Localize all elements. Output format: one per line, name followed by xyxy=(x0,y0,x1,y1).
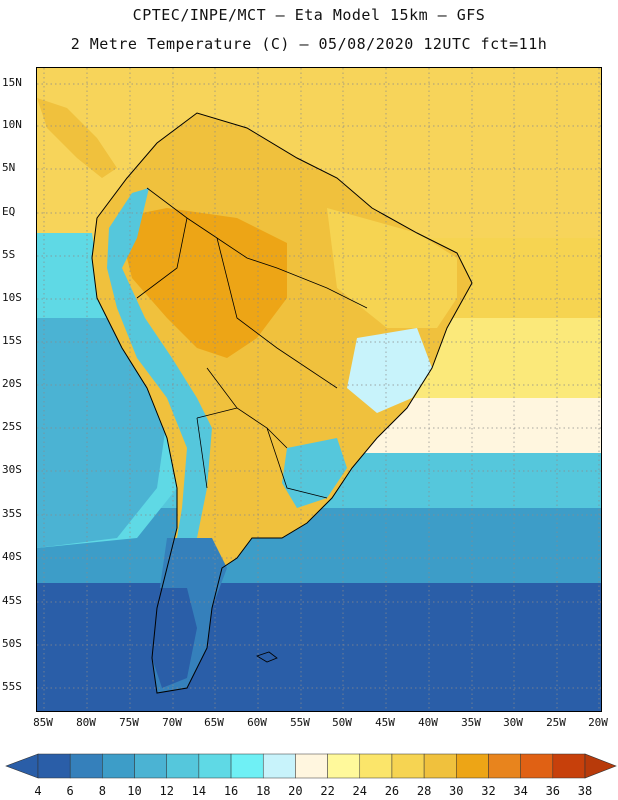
colorbar-cells xyxy=(37,753,586,779)
colorbar-label-34: 34 xyxy=(513,784,528,798)
colorbar-label-22: 22 xyxy=(320,784,335,798)
falklands xyxy=(256,651,278,663)
colorbar-label-26: 26 xyxy=(384,784,400,798)
colorbar-label-12: 12 xyxy=(159,784,174,798)
lat-label-5n: 5N xyxy=(2,161,16,174)
colorbar-right-arrow xyxy=(584,753,617,779)
lat-label-10n: 10N xyxy=(2,118,22,131)
colorbar-cell xyxy=(488,753,521,779)
colorbar-label-30: 30 xyxy=(449,784,464,798)
lat-label-10s: 10S xyxy=(2,291,22,304)
colorbar-label-36: 36 xyxy=(545,784,561,798)
colorbar-cell xyxy=(102,753,135,779)
colorbar-cell xyxy=(359,753,393,779)
lon-label-70w: 70W xyxy=(162,716,182,729)
colorbar-cell xyxy=(262,753,296,779)
colorbar xyxy=(5,753,617,779)
colorbar-cell xyxy=(37,753,71,779)
colorbar-label-4: 4 xyxy=(34,784,42,798)
coastline xyxy=(91,112,473,694)
colorbar-cell xyxy=(166,753,200,779)
lat-label-20s: 20S xyxy=(2,377,22,390)
colorbar-label-16: 16 xyxy=(223,784,239,798)
lon-label-25w: 25W xyxy=(546,716,566,729)
lon-label-45w: 45W xyxy=(375,716,395,729)
temperature-map xyxy=(37,68,601,711)
lat-label-50s: 50S xyxy=(2,637,22,650)
lat-label-15n: 15N xyxy=(2,76,22,89)
colorbar-label-24: 24 xyxy=(352,784,367,798)
colorbar-label-38: 38 xyxy=(577,784,593,798)
colorbar-cell xyxy=(327,753,361,779)
lon-label-35w: 35W xyxy=(461,716,481,729)
colorbar-cell xyxy=(423,753,457,779)
lon-label-65w: 65W xyxy=(204,716,224,729)
colorbar-cell xyxy=(456,753,489,779)
patagonia-coldest xyxy=(152,588,197,688)
lon-label-50w: 50W xyxy=(332,716,352,729)
lat-label-5s: 5S xyxy=(2,248,16,261)
lat-label-25s: 25S xyxy=(2,420,22,433)
chart-title-line2: 2 Metre Temperature (C) – 05/08/2020 12U… xyxy=(70,35,548,53)
colorbar-label-32: 32 xyxy=(481,784,496,798)
chart-title-line1: CPTEC/INPE/MCT – Eta Model 15km – GFS xyxy=(132,6,486,24)
colorbar-label-14: 14 xyxy=(191,784,207,798)
colorbar-label-28: 28 xyxy=(416,784,432,798)
colorbar-label-6: 6 xyxy=(66,784,74,798)
ocean-cold-band xyxy=(37,583,601,711)
northeast-warm-region xyxy=(327,208,457,328)
pacific-mid-water xyxy=(37,318,167,548)
colorbar-cell xyxy=(520,753,554,779)
colorbar-cell xyxy=(134,753,167,779)
amazon-hot-region xyxy=(117,208,287,358)
lat-label-55s: 55S xyxy=(2,680,22,693)
lat-label-15s: 15S xyxy=(2,334,22,347)
lon-label-30w: 30W xyxy=(503,716,523,729)
map-panel[interactable] xyxy=(36,67,602,712)
lon-label-80w: 80W xyxy=(76,716,96,729)
lon-label-40w: 40W xyxy=(418,716,438,729)
lon-label-85w: 85W xyxy=(33,716,53,729)
colorbar-cell xyxy=(391,753,425,779)
lon-label-75w: 75W xyxy=(119,716,139,729)
lat-label-30s: 30S xyxy=(2,463,22,476)
central-america-land xyxy=(37,98,117,178)
brazil-highland-patch xyxy=(347,328,432,413)
colorbar-label-20: 20 xyxy=(288,784,303,798)
lon-label-55w: 55W xyxy=(290,716,310,729)
lat-label-40s: 40S xyxy=(2,550,22,563)
colorbar-label-8: 8 xyxy=(98,784,106,798)
colorbar-cell xyxy=(198,753,232,779)
lon-label-60w: 60W xyxy=(247,716,267,729)
colorbar-cell xyxy=(69,753,103,779)
country-borders xyxy=(136,187,368,499)
lat-label-eq: EQ xyxy=(2,205,16,218)
colorbar-cell xyxy=(230,753,264,779)
lat-label-35s: 35S xyxy=(2,507,22,520)
colorbar-left-arrow xyxy=(5,753,39,779)
colorbar-cell xyxy=(295,753,328,779)
andes-cool-strip xyxy=(107,188,212,628)
colorbar-label-10: 10 xyxy=(127,784,142,798)
lon-label-20w: 20W xyxy=(588,716,608,729)
colorbar-cell xyxy=(552,753,586,779)
lat-label-45s: 45S xyxy=(2,594,22,607)
colorbar-label-18: 18 xyxy=(256,784,271,798)
